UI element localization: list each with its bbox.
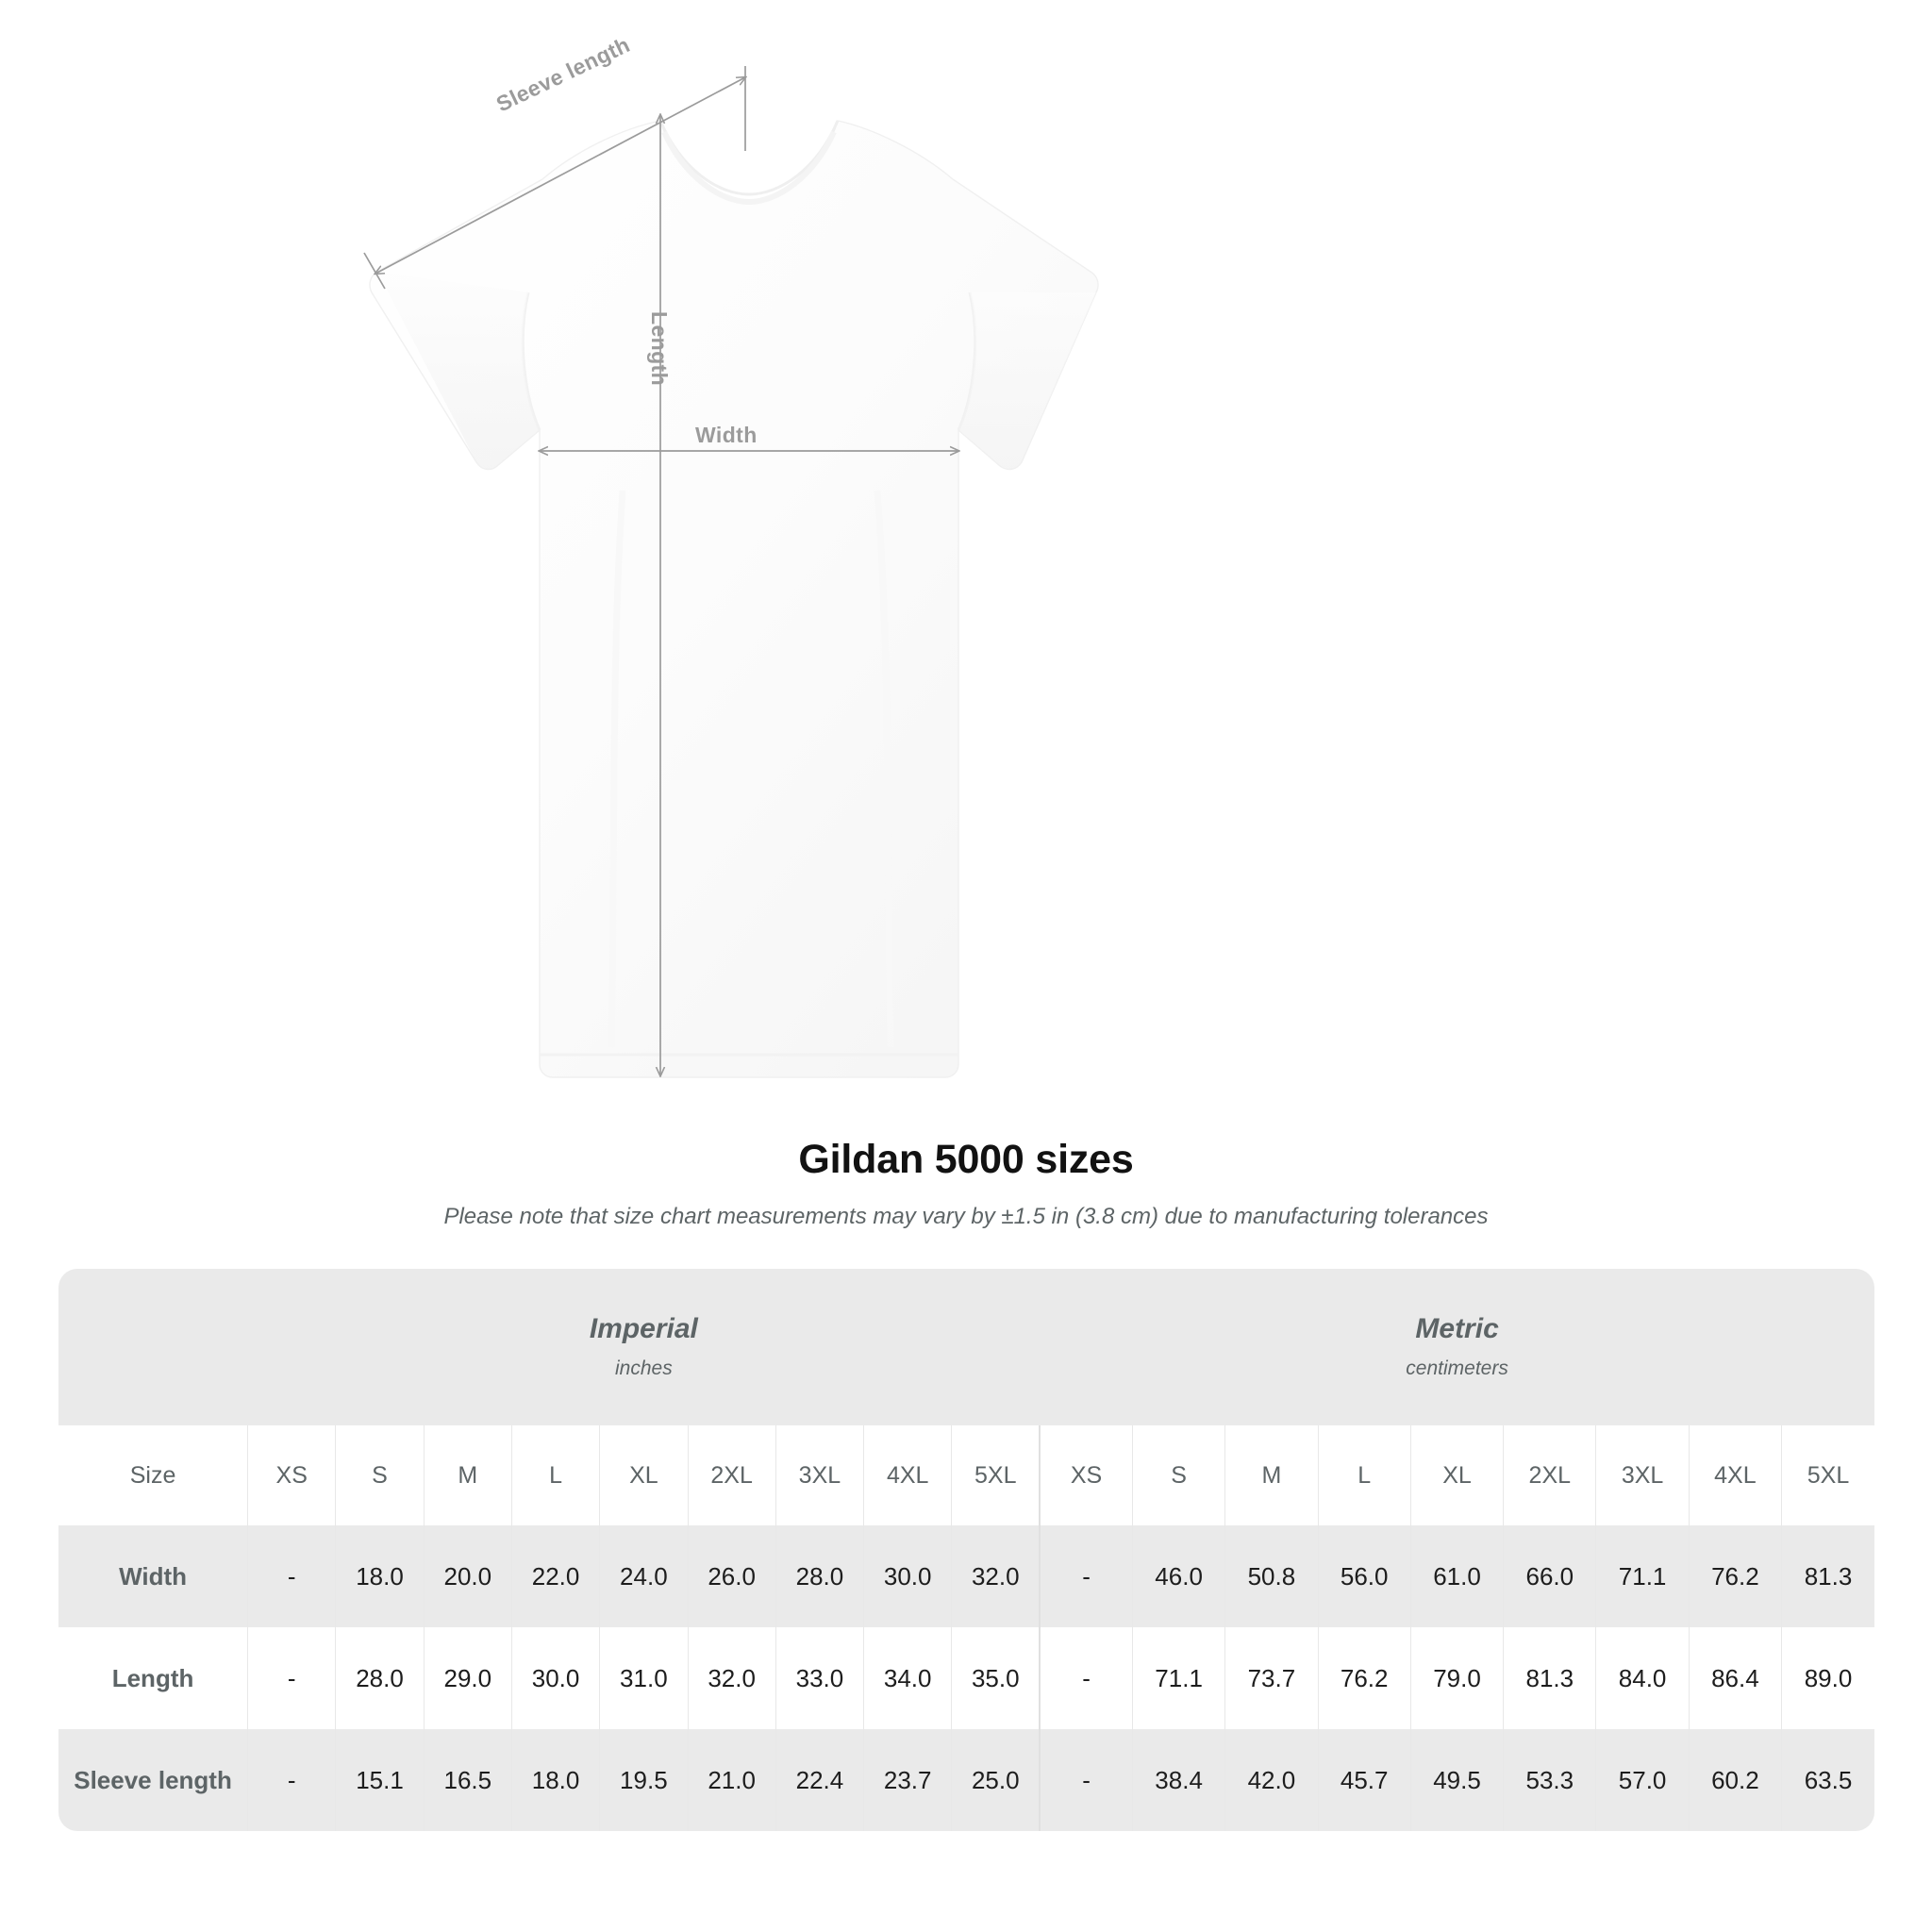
cell-length-metric-5xl: 89.0 — [1781, 1627, 1874, 1729]
cell-length-imperial-3xl: 33.0 — [774, 1627, 864, 1729]
size-header-imperial-m: M — [423, 1425, 512, 1525]
cell-sleeve-length-metric-2xl: 53.3 — [1503, 1729, 1596, 1831]
size-header-imperial-s: S — [335, 1425, 425, 1525]
cell-width-metric-5xl: 81.3 — [1781, 1525, 1874, 1627]
row-label-length: Length — [58, 1627, 248, 1729]
cell-sleeve-length-metric-3xl: 57.0 — [1595, 1729, 1690, 1831]
table-row: Width -18.0 20.0 22.0 24.0 26.0 28.0 30.0 32.0-4… — [58, 1525, 1874, 1627]
metric-sublabel: centimeters — [1406, 1357, 1508, 1379]
cell-length-imperial-4xl: 34.0 — [863, 1627, 952, 1729]
size-header-metric-2xl: 2XL — [1503, 1425, 1596, 1525]
tshirt-illustration: Sleeve length Length Width — [363, 32, 1099, 1078]
cell-length-imperial-5xl: 35.0 — [951, 1627, 1041, 1729]
cell-width-metric-4xl: 76.2 — [1688, 1525, 1782, 1627]
unit-group-row: Imperial inches Metric centimeters — [58, 1269, 1874, 1425]
cell-width-imperial-xs: - — [247, 1525, 336, 1627]
size-header-metric-s: S — [1131, 1425, 1225, 1525]
cell-sleeve-length-metric-xl: 49.5 — [1409, 1729, 1504, 1831]
size-header-imperial-2xl: 2XL — [687, 1425, 776, 1525]
cell-width-metric-s: 46.0 — [1131, 1525, 1225, 1627]
size-header-metric-m: M — [1224, 1425, 1319, 1525]
cell-sleeve-length-imperial-2xl: 21.0 — [687, 1729, 776, 1831]
size-header-imperial-3xl: 3XL — [774, 1425, 864, 1525]
size-header-imperial-l: L — [510, 1425, 600, 1525]
cell-width-imperial-2xl: 26.0 — [687, 1525, 776, 1627]
cell-sleeve-length-imperial-s: 15.1 — [335, 1729, 425, 1831]
cell-width-metric-xl: 61.0 — [1409, 1525, 1504, 1627]
cell-width-metric-xs: - — [1039, 1525, 1133, 1627]
cell-width-imperial-xl: 24.0 — [599, 1525, 688, 1627]
cell-width-metric-2xl: 66.0 — [1503, 1525, 1596, 1627]
row-label-width: Width — [58, 1525, 248, 1627]
cell-sleeve-length-imperial-5xl: 25.0 — [951, 1729, 1041, 1831]
cell-length-metric-xs: - — [1039, 1627, 1133, 1729]
size-header-metric-4xl: 4XL — [1688, 1425, 1782, 1525]
size-header-imperial-5xl: 5XL — [951, 1425, 1041, 1525]
imperial-sublabel: inches — [615, 1357, 673, 1379]
tshirt-body-shape — [369, 120, 1099, 1078]
cell-length-imperial-xs: - — [247, 1627, 336, 1729]
size-header-label: Size — [58, 1425, 248, 1525]
page-title: Gildan 5000 sizes — [798, 1137, 1134, 1182]
cell-length-imperial-xl: 31.0 — [599, 1627, 688, 1729]
size-header-row: Size XS S M L XL 2XL 3XL 4XL 5XL XS S M L XL 2XL 3XL 4XL… — [58, 1425, 1874, 1525]
cell-sleeve-length-metric-s: 38.4 — [1131, 1729, 1225, 1831]
unit-band-spacer — [58, 1269, 248, 1425]
cell-sleeve-length-metric-m: 42.0 — [1224, 1729, 1319, 1831]
table-row: Length -28.0 29.0 30.0 31.0 32.0 33.0 34.0 35.0-… — [58, 1627, 1874, 1729]
cell-width-imperial-m: 20.0 — [423, 1525, 512, 1627]
cell-sleeve-length-imperial-xs: - — [247, 1729, 336, 1831]
table-row: Sleeve length -15.1 16.5 18.0 19.5 21.0 22.4 23… — [58, 1729, 1874, 1831]
cell-width-metric-l: 56.0 — [1317, 1525, 1411, 1627]
cell-width-metric-m: 50.8 — [1224, 1525, 1319, 1627]
size-chart-table-wrap: Imperial inches Metric centimeters Size … — [58, 1269, 1874, 1831]
size-header-metric-l: L — [1317, 1425, 1411, 1525]
cell-sleeve-length-imperial-l: 18.0 — [510, 1729, 600, 1831]
size-header-imperial-4xl: 4XL — [863, 1425, 952, 1525]
tolerance-note: Please note that size chart measurements… — [443, 1204, 1489, 1229]
sleeve-length-dimension — [363, 66, 745, 290]
cell-width-imperial-s: 18.0 — [335, 1525, 425, 1627]
cell-length-imperial-2xl: 32.0 — [687, 1627, 776, 1729]
size-header-metric-5xl: 5XL — [1781, 1425, 1874, 1525]
width-label: Width — [695, 423, 758, 447]
cell-length-imperial-m: 29.0 — [423, 1627, 512, 1729]
cell-length-imperial-l: 30.0 — [510, 1627, 600, 1729]
cell-sleeve-length-imperial-4xl: 23.7 — [863, 1729, 952, 1831]
cell-sleeve-length-metric-l: 45.7 — [1317, 1729, 1411, 1831]
row-label-sleeve-length: Sleeve length — [58, 1729, 248, 1831]
cell-sleeve-length-imperial-3xl: 22.4 — [774, 1729, 864, 1831]
cell-sleeve-length-metric-5xl: 63.5 — [1781, 1729, 1874, 1831]
cell-width-imperial-3xl: 28.0 — [774, 1525, 864, 1627]
size-header-metric-3xl: 3XL — [1595, 1425, 1690, 1525]
cell-sleeve-length-metric-4xl: 60.2 — [1688, 1729, 1782, 1831]
cell-length-metric-m: 73.7 — [1224, 1627, 1319, 1729]
size-chart-table: Imperial inches Metric centimeters Size … — [58, 1269, 1874, 1831]
cell-length-imperial-s: 28.0 — [335, 1627, 425, 1729]
cell-sleeve-length-metric-xs: - — [1039, 1729, 1133, 1831]
cell-length-metric-4xl: 86.4 — [1688, 1627, 1782, 1729]
tshirt-graphic — [363, 66, 1099, 1078]
cell-width-metric-3xl: 71.1 — [1595, 1525, 1690, 1627]
imperial-group-header: Imperial inches — [247, 1269, 1041, 1425]
cell-width-imperial-l: 22.0 — [510, 1525, 600, 1627]
size-header-imperial-xl: XL — [599, 1425, 688, 1525]
title-block: Gildan 5000 sizes Please note that size … — [0, 1137, 1932, 1230]
cell-length-metric-2xl: 81.3 — [1503, 1627, 1596, 1729]
size-header-imperial-xs: XS — [247, 1425, 336, 1525]
size-header-metric-xl: XL — [1409, 1425, 1504, 1525]
metric-label: Metric — [1415, 1313, 1499, 1345]
cell-sleeve-length-imperial-m: 16.5 — [423, 1729, 512, 1831]
metric-group-header: Metric centimeters — [1040, 1269, 1874, 1425]
imperial-label: Imperial — [589, 1313, 698, 1345]
cell-width-imperial-5xl: 32.0 — [951, 1525, 1041, 1627]
size-header-metric-xs: XS — [1039, 1425, 1133, 1525]
cell-length-metric-xl: 79.0 — [1409, 1627, 1504, 1729]
cell-sleeve-length-imperial-xl: 19.5 — [599, 1729, 688, 1831]
cell-length-metric-l: 76.2 — [1317, 1627, 1411, 1729]
cell-length-metric-3xl: 84.0 — [1595, 1627, 1690, 1729]
cell-width-imperial-4xl: 30.0 — [863, 1525, 952, 1627]
length-label: Length — [647, 311, 672, 387]
cell-length-metric-s: 71.1 — [1131, 1627, 1225, 1729]
